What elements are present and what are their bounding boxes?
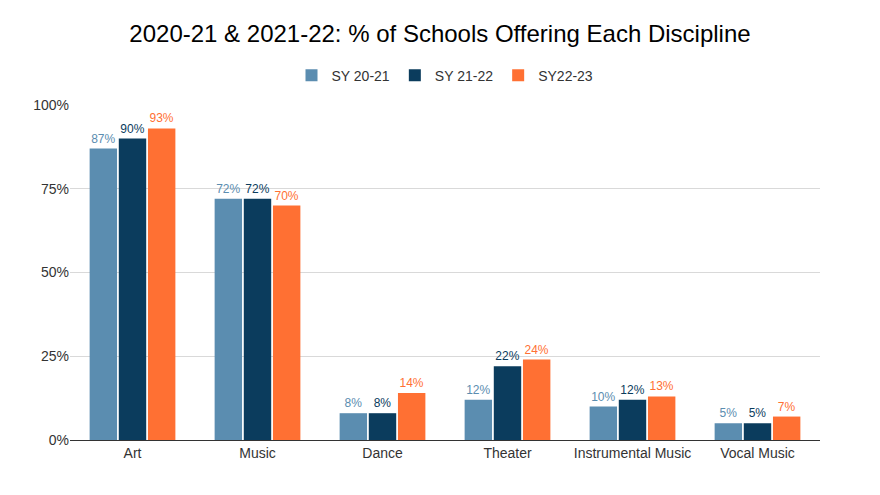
svg-text:5%: 5% xyxy=(719,406,737,420)
svg-text:87%: 87% xyxy=(91,132,115,146)
svg-text:10%: 10% xyxy=(591,390,615,404)
svg-text:2020-21 & 2021-22: % of School: 2020-21 & 2021-22: % of Schools Offering… xyxy=(129,20,750,47)
svg-text:0%: 0% xyxy=(49,432,69,448)
svg-text:14%: 14% xyxy=(399,376,423,390)
svg-text:Vocal Music: Vocal Music xyxy=(720,445,795,461)
svg-text:Art: Art xyxy=(124,445,142,461)
svg-text:Dance: Dance xyxy=(362,445,403,461)
svg-text:SY 20-21: SY 20-21 xyxy=(332,68,390,84)
svg-text:24%: 24% xyxy=(524,343,548,357)
svg-text:Music: Music xyxy=(239,445,276,461)
svg-text:72%: 72% xyxy=(216,182,240,196)
svg-text:72%: 72% xyxy=(245,182,269,196)
svg-text:12%: 12% xyxy=(466,383,490,397)
svg-text:75%: 75% xyxy=(41,181,69,197)
svg-text:SY 21-22: SY 21-22 xyxy=(435,68,493,84)
svg-text:50%: 50% xyxy=(41,264,69,280)
svg-text:12%: 12% xyxy=(620,383,644,397)
svg-text:13%: 13% xyxy=(649,379,673,393)
svg-text:5%: 5% xyxy=(749,406,767,420)
svg-text:Instrumental Music: Instrumental Music xyxy=(574,445,691,461)
svg-text:25%: 25% xyxy=(41,348,69,364)
svg-text:7%: 7% xyxy=(778,400,796,414)
svg-text:SY22-23: SY22-23 xyxy=(538,68,593,84)
svg-text:93%: 93% xyxy=(149,111,173,125)
svg-text:22%: 22% xyxy=(495,349,519,363)
svg-text:8%: 8% xyxy=(344,396,362,410)
svg-text:70%: 70% xyxy=(274,189,298,203)
svg-text:Theater: Theater xyxy=(483,445,532,461)
svg-text:90%: 90% xyxy=(120,122,144,136)
svg-text:8%: 8% xyxy=(374,396,392,410)
svg-text:100%: 100% xyxy=(33,97,69,113)
